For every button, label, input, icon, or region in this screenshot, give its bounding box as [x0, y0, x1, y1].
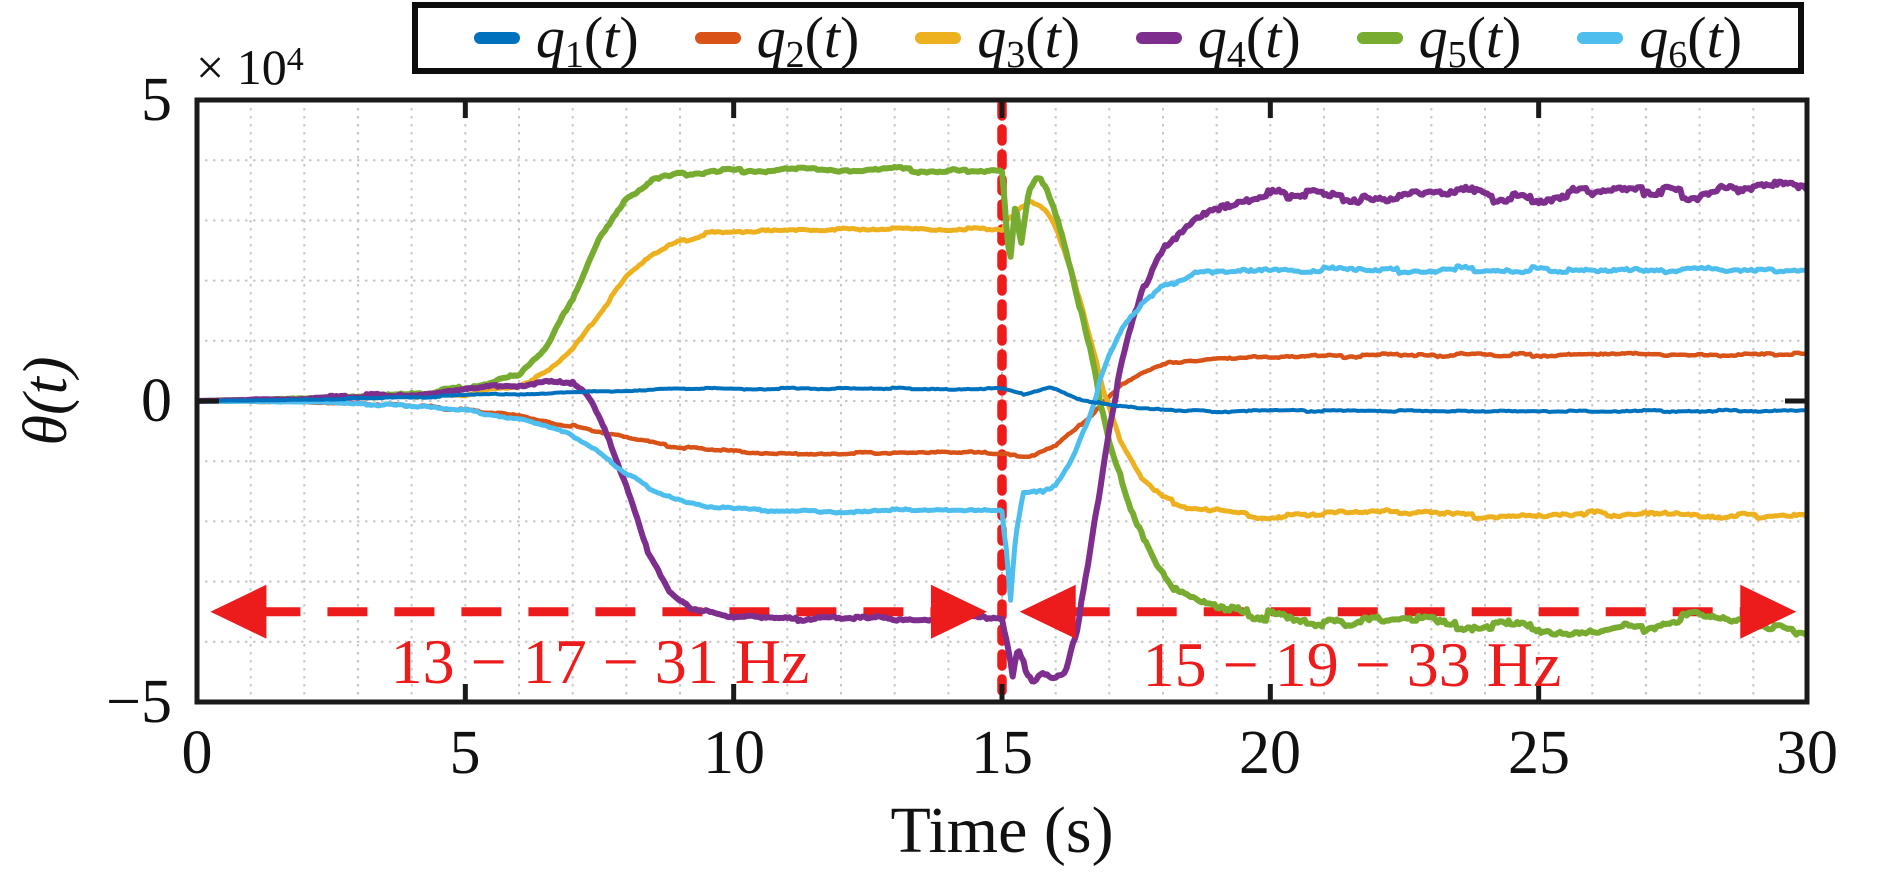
exponent-power: 4 [286, 41, 304, 78]
legend-item-q1: q1(t) [473, 5, 639, 76]
x-tick-0: 0 [181, 719, 213, 787]
arrowhead-right-1 [1740, 584, 1797, 639]
x-tick-10: 10 [703, 719, 765, 787]
arrowhead-right-0 [930, 584, 987, 639]
series-curves [197, 163, 1807, 685]
freq-annotation-left: 13 − 17 − 31 Hz [390, 626, 810, 697]
x-tick-5: 5 [449, 719, 481, 787]
series-line-q1 [197, 385, 1807, 415]
legend-label: q3(t) [977, 5, 1081, 76]
arrowhead-left-0 [210, 584, 267, 639]
legend-line-swatch [473, 32, 520, 44]
x-tick-30: 30 [1776, 719, 1838, 787]
freq-annotation-right: 15 − 19 − 33 Hz [1142, 629, 1562, 700]
legend-item-q6: q6(t) [1577, 5, 1743, 76]
y-tick-0: 0 [141, 367, 172, 435]
x-tick-15: 15 [971, 719, 1033, 787]
legend-label: q2(t) [756, 5, 860, 76]
legend-label: q1(t) [535, 5, 639, 76]
x-axis-label: Time (s) [890, 794, 1114, 867]
legend-box: q1(t) q2(t) q3(t) q4(t) q5(t) q6(t) [412, 2, 1804, 74]
legend-line-swatch [1135, 32, 1182, 44]
y-axis-exponent: × 104 [196, 42, 304, 92]
x-tick-25: 25 [1508, 719, 1570, 787]
y-tick-5: 5 [141, 66, 172, 134]
legend-label: q4(t) [1197, 5, 1301, 76]
legend-item-q4: q4(t) [1135, 5, 1301, 76]
legend-label: q6(t) [1639, 5, 1743, 76]
legend-item-q2: q2(t) [694, 5, 860, 76]
legend-line-swatch [694, 32, 741, 44]
axis-tick-marks [197, 100, 1807, 702]
x-tick-20: 20 [1239, 719, 1301, 787]
legend-item-q5: q5(t) [1356, 5, 1522, 76]
series-line-q4 [197, 178, 1807, 685]
exponent-base: × 10 [196, 39, 287, 95]
legend-line-swatch [915, 32, 962, 44]
series-line-q6 [197, 263, 1807, 603]
arrowhead-left-1 [1019, 584, 1076, 639]
y-axis-label: θ(t) [12, 356, 80, 446]
legend-label: q5(t) [1418, 5, 1522, 76]
legend-line-swatch [1356, 32, 1403, 44]
legend-item-q3: q3(t) [915, 5, 1081, 76]
legend-line-swatch [1577, 32, 1624, 44]
y-tick-m5: −5 [106, 668, 172, 736]
